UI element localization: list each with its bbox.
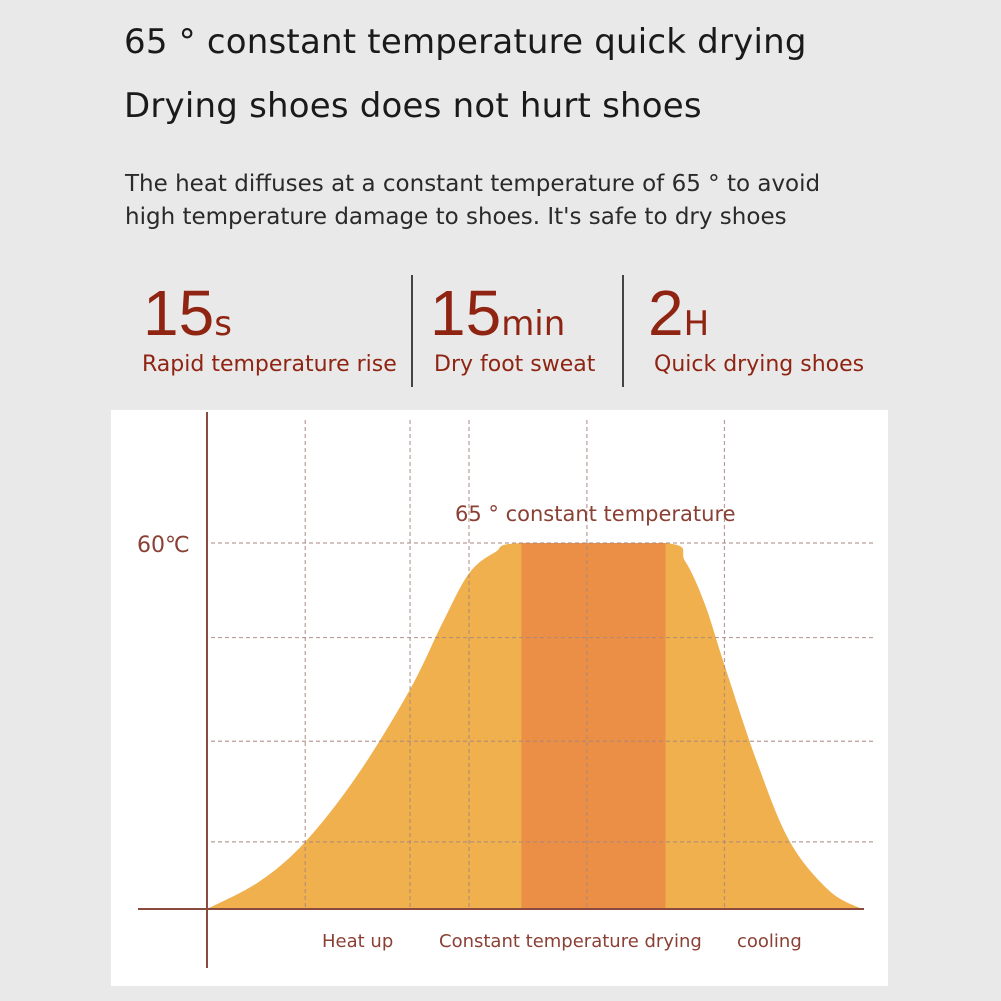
- constant-temperature-band: [521, 543, 666, 909]
- stat-value: 2: [648, 277, 684, 349]
- stat-unit: min: [501, 304, 566, 344]
- stat-label: Quick drying shoes: [654, 352, 865, 377]
- stat-label: Dry foot sweat: [434, 352, 596, 377]
- phase-label-cooling: cooling: [737, 931, 802, 952]
- stat-dry-foot-sweat: 15min Dry foot sweat: [430, 277, 595, 377]
- chart-title: 65 ° constant temperature: [455, 502, 736, 526]
- stat-value: 15: [430, 277, 502, 349]
- description-line-2: high temperature damage to shoes. It's s…: [125, 204, 787, 230]
- divider: [411, 275, 413, 387]
- divider: [622, 275, 624, 387]
- stat-unit: s: [214, 304, 232, 344]
- y-tick-label: 60℃: [137, 533, 190, 558]
- stat-value: 15: [143, 277, 215, 349]
- page-title: 65 ° constant temperature quick drying: [124, 22, 807, 62]
- stat-quick-drying: 2H Quick drying shoes: [648, 277, 864, 377]
- phase-label-heat-up: Heat up: [322, 931, 393, 952]
- phase-label-constant: Constant temperature drying: [439, 931, 702, 952]
- page-subtitle: Drying shoes does not hurt shoes: [124, 86, 702, 126]
- stat-temperature-rise: 15s Rapid temperature rise: [142, 277, 397, 377]
- stat-unit: H: [683, 304, 710, 344]
- description-line-1: The heat diffuses at a constant temperat…: [125, 171, 821, 197]
- stat-label: Rapid temperature rise: [142, 352, 397, 377]
